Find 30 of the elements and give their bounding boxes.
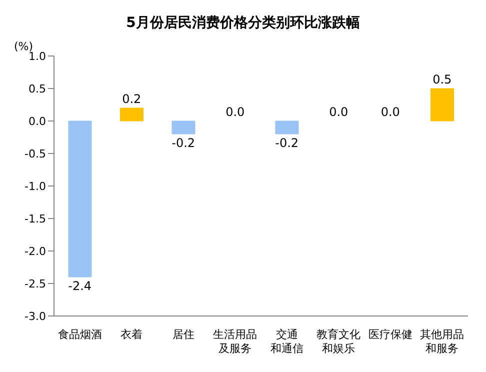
data-label: 0.0 [380,105,400,119]
x-tick-label: 食品烟酒 [58,328,102,341]
x-tick-label: 教育文化和娱乐 [316,328,361,355]
y-tick-label: 0.5 [28,82,46,96]
x-tick-label: 医疗保健 [368,328,412,341]
bar [275,120,299,134]
y-tick-label: 0.0 [28,114,46,128]
chart-title: 5月份居民消费价格分类别环比涨跌幅 [125,14,361,33]
y-tick-label: -0.5 [24,147,46,160]
y-tick-label: -1.0 [24,180,46,193]
data-label: -0.2 [275,136,299,150]
y-tick-label: -2.0 [24,244,46,258]
bar [68,120,92,278]
bar [430,88,454,122]
bar [120,108,144,122]
data-label: 0.0 [226,105,245,119]
bar [172,120,196,134]
x-tick-label: 其他用品和服务 [420,328,464,355]
y-tick-label: -2.5 [24,277,46,290]
data-label: 0.5 [432,72,452,86]
y-tick-label: -1.5 [24,212,46,226]
data-label: -0.2 [172,136,196,150]
data-label: 0.0 [329,105,348,119]
y-tick-label: -3.0 [24,310,46,323]
data-label: -2.4 [68,279,92,293]
data-label: 0.2 [122,92,142,106]
x-tick-label: 衣着 [120,328,143,341]
x-tick-label: 生活用品及服务 [213,328,258,355]
x-tick-label: 居住 [172,328,194,341]
x-tick-label: 交通和通信 [270,328,304,355]
